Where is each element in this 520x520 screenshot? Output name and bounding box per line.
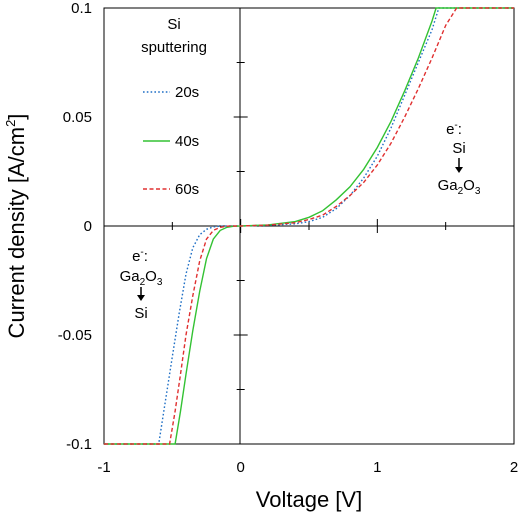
x-axis-title: Voltage [V]: [256, 487, 362, 512]
annotation-forward-line1: e-:: [446, 120, 462, 138]
tick-labels: -1 0 1 2 -0.1 -0.05 0 0.05 0.1: [58, 0, 518, 476]
x-tick-label: 1: [373, 459, 381, 476]
annotation-reverse-line3: Si: [134, 305, 147, 322]
annotation-forward-line2: Si: [452, 140, 465, 157]
y-axis-title: Current density [A/cm2]: [3, 114, 29, 339]
y-tick-label: 0.05: [63, 109, 92, 126]
series-line-60s: [104, 7, 514, 445]
y-tick-label: 0: [84, 218, 92, 235]
legend-title-line2: sputtering: [141, 39, 207, 56]
annotation-reverse-line1: e-:: [132, 247, 148, 265]
annotation-reverse: e-: Ga2O3 Si: [120, 247, 163, 322]
y-tick-label: -0.1: [66, 436, 92, 453]
legend-label-20s: 20s: [175, 84, 199, 101]
legend: Si sputtering 20s 40s 60s: [141, 16, 207, 198]
x-tick-label: 0: [236, 459, 244, 476]
y-tick-label: 0.1: [71, 0, 92, 17]
tick-marks: [103, 7, 515, 445]
annotation-forward: e-: Si Ga2O3: [438, 120, 481, 197]
y-tick-label: -0.05: [58, 327, 92, 344]
x-tick-label: -1: [97, 459, 110, 476]
legend-label-60s: 60s: [175, 181, 199, 198]
x-tick-label: 2: [510, 459, 518, 476]
series-lines: [104, 7, 514, 445]
annotation-reverse-arrow-head: [137, 295, 145, 301]
annotation-forward-line3: Ga2O3: [438, 177, 481, 197]
legend-title-line1: Si: [167, 16, 180, 33]
annotation-forward-arrow-head: [455, 167, 463, 173]
legend-label-40s: 40s: [175, 133, 199, 150]
annotation-reverse-line2: Ga2O3: [120, 268, 163, 288]
